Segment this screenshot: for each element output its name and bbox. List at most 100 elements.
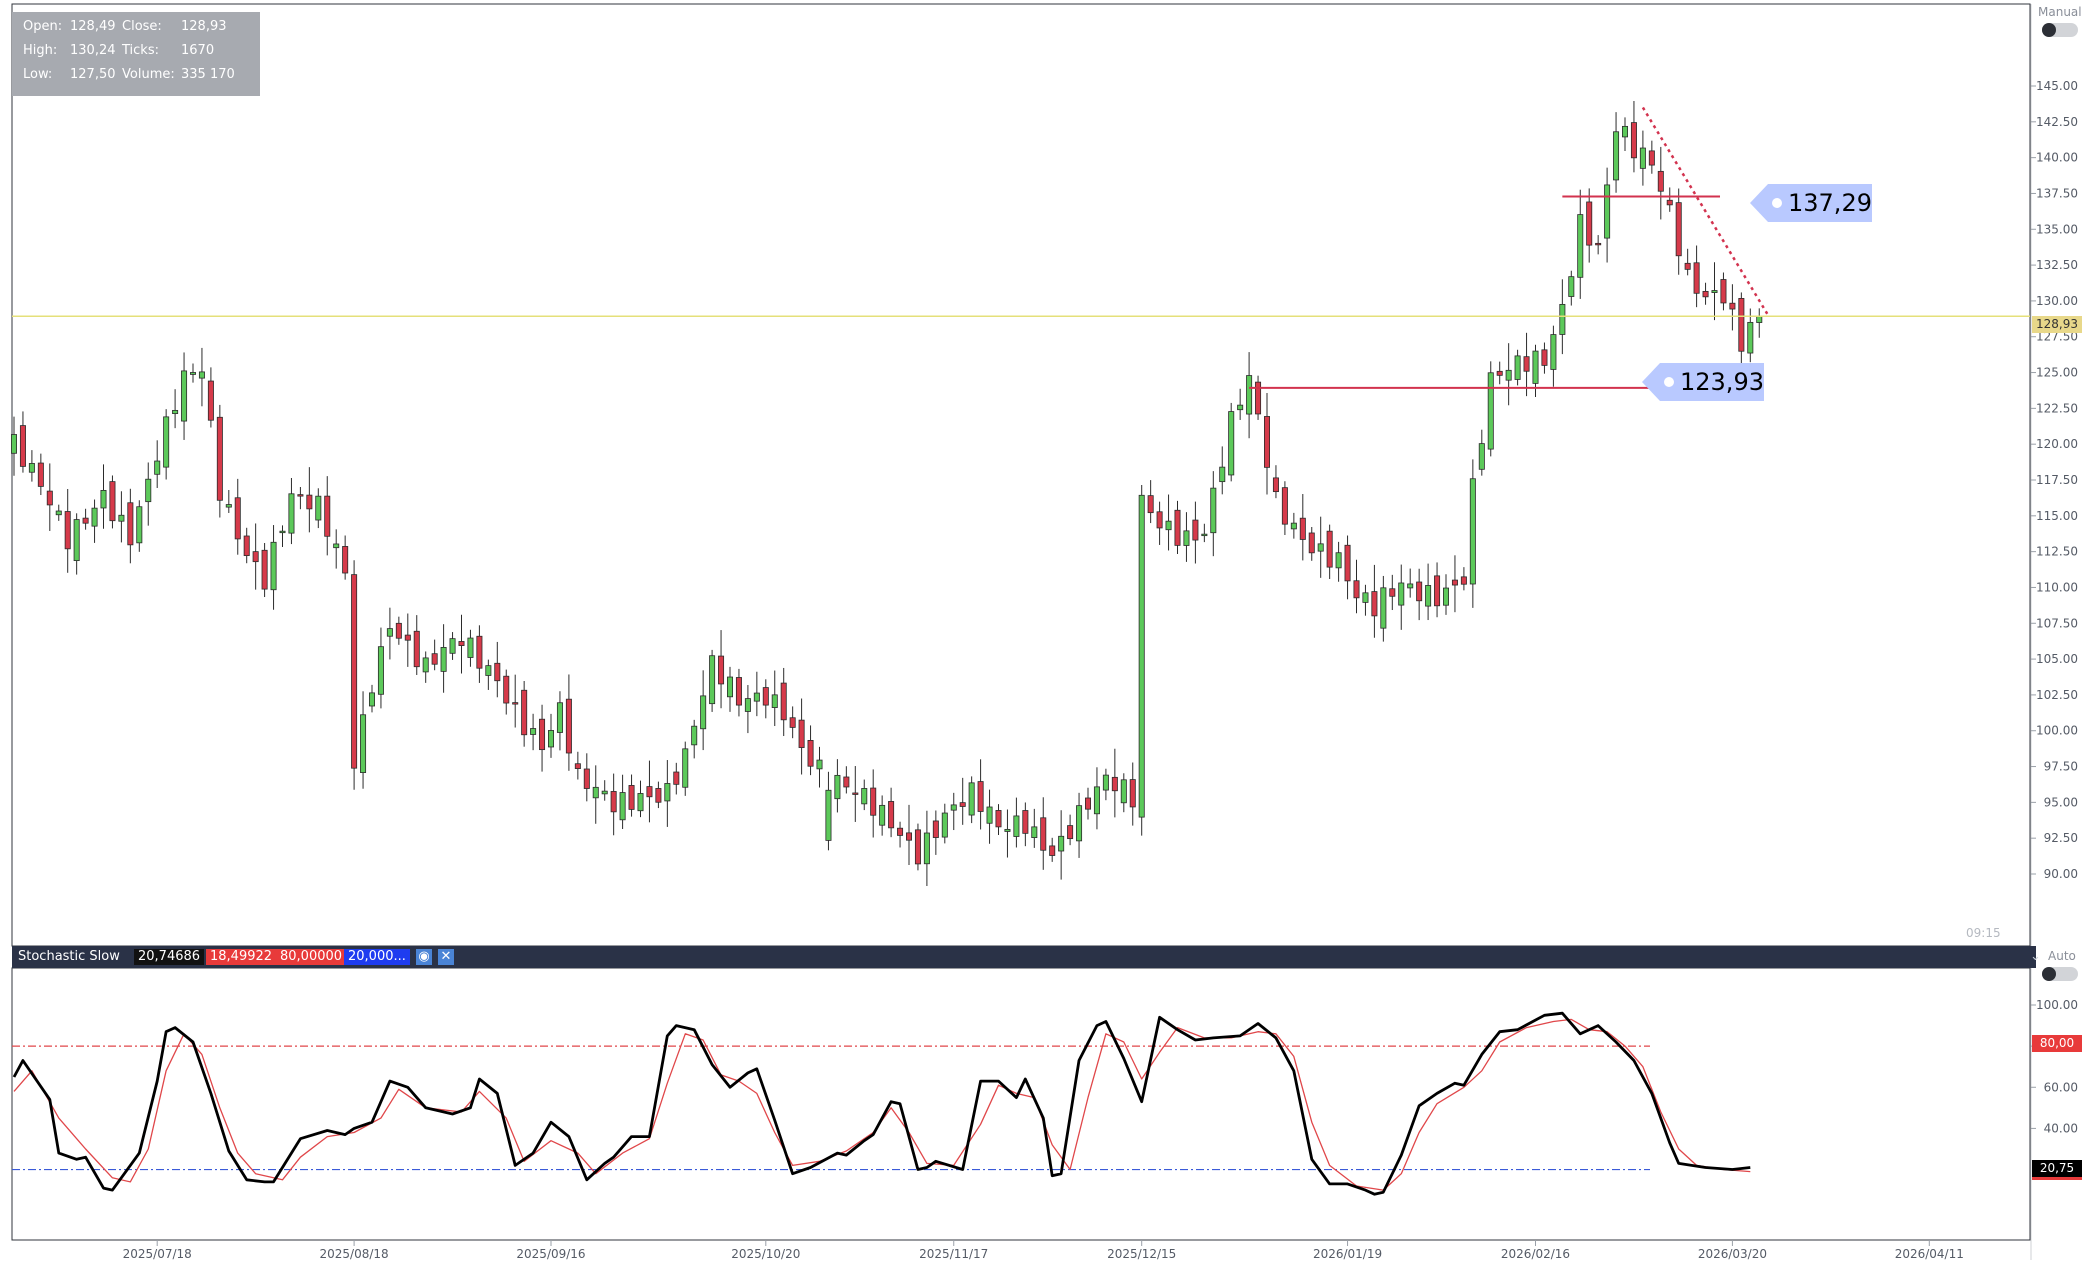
candle[interactable] <box>727 666 734 712</box>
candle[interactable] <box>789 706 796 739</box>
candle[interactable] <box>1067 814 1074 846</box>
candle[interactable] <box>861 779 868 811</box>
indicator-scale-mode-toggle[interactable] <box>2042 967 2078 981</box>
candle[interactable] <box>691 719 698 759</box>
candle[interactable] <box>1380 575 1387 642</box>
candle[interactable] <box>1308 526 1315 561</box>
candle[interactable] <box>127 488 134 564</box>
candle[interactable] <box>109 475 116 529</box>
candle[interactable] <box>1622 117 1629 152</box>
candle[interactable] <box>1675 188 1682 275</box>
candle[interactable] <box>1093 767 1100 830</box>
candle[interactable] <box>1434 562 1441 618</box>
candle[interactable] <box>619 774 626 829</box>
candle[interactable] <box>664 760 671 827</box>
candle[interactable] <box>37 453 44 496</box>
candle[interactable] <box>700 670 707 751</box>
candle[interactable] <box>897 821 904 848</box>
candle[interactable] <box>1657 146 1664 220</box>
candle[interactable] <box>968 776 975 824</box>
candle[interactable] <box>1317 516 1324 578</box>
candle[interactable] <box>154 440 161 488</box>
candle[interactable] <box>1702 282 1709 305</box>
candle[interactable] <box>1013 797 1020 848</box>
candle[interactable] <box>932 810 939 855</box>
callout-handle[interactable] <box>1772 198 1782 208</box>
candle[interactable] <box>333 529 340 569</box>
candle[interactable] <box>646 760 653 823</box>
candle[interactable] <box>1183 512 1190 562</box>
candle[interactable] <box>1210 471 1217 557</box>
candle[interactable] <box>476 625 483 683</box>
candle[interactable] <box>744 685 751 734</box>
candle[interactable] <box>136 500 143 552</box>
candle[interactable] <box>1147 480 1154 524</box>
candle[interactable] <box>941 803 948 844</box>
candle[interactable] <box>1228 402 1235 482</box>
candle[interactable] <box>1255 375 1262 420</box>
candle[interactable] <box>1281 481 1288 536</box>
candle[interactable] <box>431 639 438 671</box>
candle[interactable] <box>762 679 769 719</box>
candle[interactable] <box>1443 574 1450 615</box>
candle[interactable] <box>207 367 214 428</box>
candle[interactable] <box>1022 802 1029 847</box>
candle[interactable] <box>172 389 179 429</box>
candle[interactable] <box>977 759 984 830</box>
candle[interactable] <box>1487 361 1494 457</box>
candle[interactable] <box>404 613 411 667</box>
candle[interactable] <box>870 769 877 838</box>
candle[interactable] <box>512 674 519 728</box>
candle[interactable] <box>368 684 375 713</box>
candle[interactable] <box>601 780 608 801</box>
candle[interactable] <box>279 525 286 547</box>
candle[interactable] <box>1595 235 1602 255</box>
candle[interactable] <box>1201 523 1208 543</box>
candle[interactable] <box>306 467 313 533</box>
candle[interactable] <box>592 765 599 824</box>
candle[interactable] <box>360 691 367 789</box>
candle[interactable] <box>1747 308 1754 363</box>
candle[interactable] <box>709 649 716 712</box>
candle[interactable] <box>324 476 331 556</box>
candle[interactable] <box>1031 808 1038 848</box>
upper-level-callout[interactable]: 137,29 <box>1750 184 1872 222</box>
candle[interactable] <box>798 698 805 775</box>
candle[interactable] <box>530 713 537 751</box>
candle[interactable] <box>198 347 205 407</box>
candle[interactable] <box>64 488 71 573</box>
candle[interactable] <box>1505 343 1512 406</box>
candle[interactable] <box>1604 167 1611 263</box>
candle[interactable] <box>923 810 930 887</box>
candle[interactable] <box>879 795 886 836</box>
candle[interactable] <box>485 659 492 690</box>
candle[interactable] <box>1085 787 1092 820</box>
candle[interactable] <box>1362 584 1369 616</box>
candle[interactable] <box>816 746 823 788</box>
candle[interactable] <box>1335 541 1342 582</box>
candle[interactable] <box>1156 501 1163 545</box>
candle[interactable] <box>1550 325 1557 387</box>
candle[interactable] <box>628 774 635 817</box>
main-scale-mode-toggle[interactable] <box>2042 23 2078 37</box>
candle[interactable] <box>189 363 196 383</box>
candle[interactable] <box>1264 393 1271 495</box>
candle[interactable] <box>556 691 563 751</box>
candle[interactable] <box>995 804 1002 835</box>
candle[interactable] <box>1541 342 1548 374</box>
stochastic-series[interactable] <box>12 1011 1751 1196</box>
candle[interactable] <box>342 535 349 580</box>
candle[interactable] <box>548 713 555 758</box>
stoch-k-line[interactable] <box>12 1011 1751 1196</box>
trend-line[interactable] <box>1641 106 1769 315</box>
candle[interactable] <box>1111 748 1118 818</box>
candle[interactable] <box>1371 564 1378 638</box>
candle[interactable] <box>315 488 322 529</box>
candle[interactable] <box>449 632 456 660</box>
indicator-name[interactable]: Stochastic Slow <box>18 949 120 964</box>
candle[interactable] <box>852 766 859 822</box>
candle[interactable] <box>1666 187 1673 212</box>
candle[interactable] <box>1290 512 1297 539</box>
candle[interactable] <box>261 542 268 598</box>
candle[interactable] <box>888 787 895 838</box>
